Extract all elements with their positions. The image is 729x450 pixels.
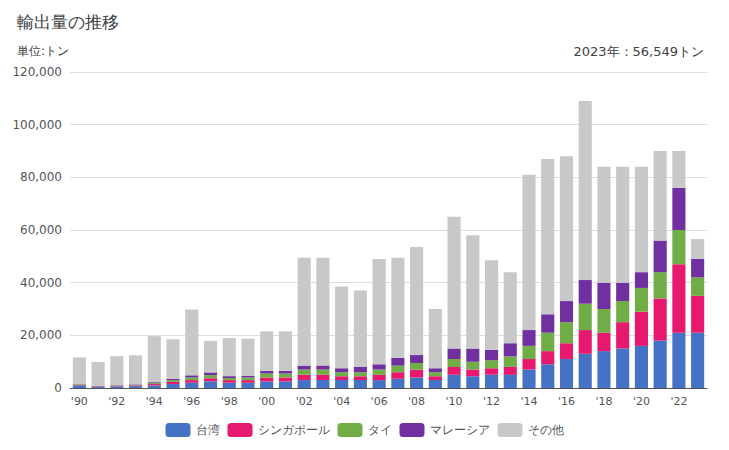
svg-text:'00: '00: [258, 395, 275, 408]
svg-text:'02: '02: [296, 395, 313, 408]
svg-text:輸出量の推移: 輸出量の推移: [17, 12, 119, 32]
svg-text:単位:トン: 単位:トン: [17, 44, 69, 58]
svg-text:'16: '16: [558, 395, 575, 408]
svg-text:80,000: 80,000: [20, 170, 62, 184]
svg-text:'90: '90: [71, 395, 88, 408]
svg-text:100,000: 100,000: [12, 118, 62, 132]
svg-text:台湾: 台湾: [196, 423, 220, 437]
svg-text:'12: '12: [483, 395, 500, 408]
svg-text:'96: '96: [183, 395, 200, 408]
svg-text:40,000: 40,000: [20, 276, 62, 290]
svg-text:'10: '10: [446, 395, 463, 408]
svg-text:シンガポール: シンガポール: [258, 423, 330, 437]
svg-text:'94: '94: [146, 395, 163, 408]
svg-text:'92: '92: [108, 395, 125, 408]
svg-text:'22: '22: [670, 395, 687, 408]
svg-text:マレーシア: マレーシア: [430, 423, 490, 437]
svg-text:20,000: 20,000: [20, 328, 62, 342]
svg-text:'18: '18: [595, 395, 612, 408]
svg-text:0: 0: [54, 381, 62, 395]
svg-text:60,000: 60,000: [20, 223, 62, 237]
svg-text:'98: '98: [221, 395, 238, 408]
svg-text:'14: '14: [520, 395, 537, 408]
svg-text:120,000: 120,000: [12, 65, 62, 79]
svg-text:'04: '04: [333, 395, 350, 408]
svg-text:タイ: タイ: [368, 423, 392, 437]
svg-text:2023年：56,549トン: 2023年：56,549トン: [573, 44, 704, 59]
svg-text:'06: '06: [371, 395, 388, 408]
svg-text:'08: '08: [408, 395, 425, 408]
svg-text:'20: '20: [633, 395, 650, 408]
svg-text:その他: その他: [528, 423, 564, 437]
